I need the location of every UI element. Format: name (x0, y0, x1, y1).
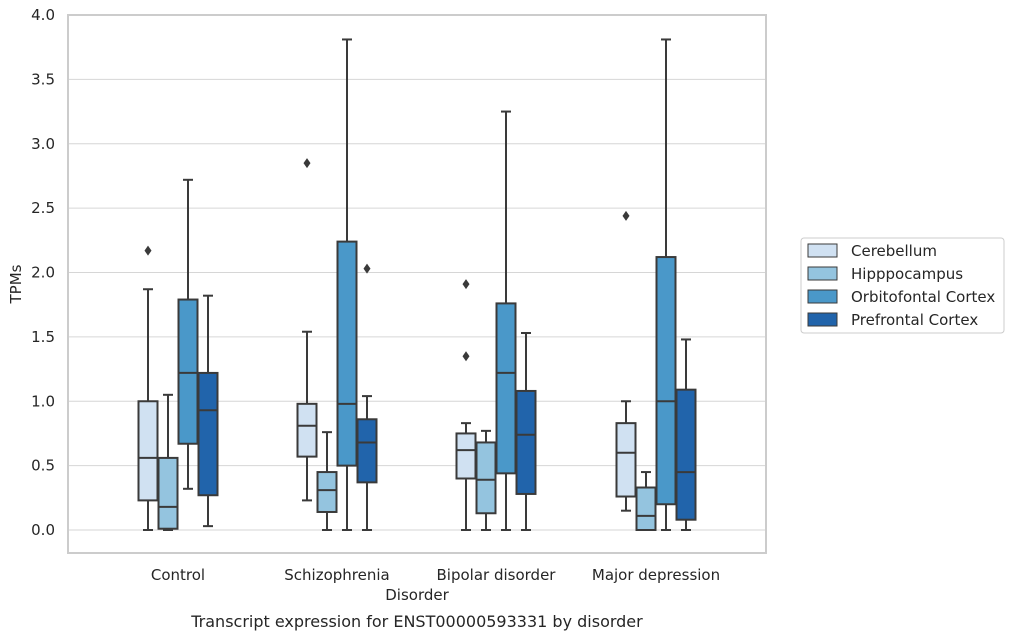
box-prefrontal-cortex-3 (515, 332, 537, 531)
box-iqr (515, 389, 537, 495)
x-axis-label: Disorder (385, 586, 449, 604)
y-tick-label: 3.5 (31, 70, 55, 88)
legend-swatch (807, 289, 838, 304)
y-axis-ticks: 0.0 0.5 1.0 1.5 2.0 2.5 3.0 3.5 4.0 (31, 6, 55, 539)
box-iqr (296, 402, 318, 458)
y-tick-label: 1.5 (31, 328, 55, 346)
box-iqr (495, 302, 517, 475)
box-iqr (655, 256, 677, 506)
plot-area-frame (67, 14, 767, 554)
y-tick-label: 0.0 (31, 521, 55, 539)
box-cerebellum-2 (296, 158, 318, 502)
legend-label: Orbitofontal Cortex (851, 288, 995, 306)
box-prefrontal-cortex-4 (675, 338, 697, 531)
legend-swatch (807, 243, 838, 258)
box-cerebellum-1 (137, 245, 159, 531)
box-prefrontal-cortex-2 (356, 263, 378, 531)
box-hipppocampus-1 (157, 393, 179, 531)
box-prefrontal-cortex-1 (197, 294, 219, 528)
outlier-point (303, 158, 311, 169)
box-iqr (455, 432, 477, 480)
outlier-point (462, 351, 470, 362)
box-cerebellum-4 (615, 210, 637, 512)
legend-swatch (807, 266, 838, 281)
box-iqr (635, 486, 657, 532)
box-iqr (675, 388, 697, 521)
box-cerebellum-3 (455, 279, 477, 531)
box-iqr (615, 422, 637, 498)
y-tick-label: 2.5 (31, 199, 55, 217)
box-hipppocampus-4 (635, 471, 657, 532)
legend-label: Hipppocampus (851, 265, 963, 283)
box-orbitofontal-cortex-4 (655, 38, 677, 531)
legend-label: Prefrontal Cortex (851, 311, 978, 329)
box-iqr (137, 400, 159, 502)
legend: Cerebellum Hipppocampus Orbitofontal Corte… (800, 237, 1005, 334)
legend-frame (800, 237, 1005, 334)
box-iqr (197, 371, 219, 497)
y-tick-label: 4.0 (31, 6, 55, 24)
box-hipppocampus-3 (475, 429, 497, 531)
box-iqr (475, 441, 497, 515)
box-orbitofontal-cortex-3 (495, 110, 517, 531)
box-iqr (316, 471, 338, 513)
x-tick-label: Schizophrenia (284, 566, 389, 584)
y-tick-label: 1.0 (31, 392, 55, 410)
x-tick-label: Control (151, 566, 205, 584)
boxes (137, 38, 697, 532)
y-tick-label: 3.0 (31, 135, 55, 153)
legend-swatch (807, 312, 838, 327)
box-orbitofontal-cortex-1 (177, 178, 199, 490)
y-tick-label: 0.5 (31, 457, 55, 475)
x-tick-label: Bipolar disorder (437, 566, 557, 584)
outlier-point (144, 245, 152, 256)
box-iqr (177, 298, 199, 445)
outlier-point (622, 210, 630, 221)
legend-label: Cerebellum (851, 242, 937, 260)
x-axis-ticks: Control Schizophrenia Bipolar disorder Majo… (151, 566, 720, 584)
box-iqr (336, 240, 358, 467)
y-tick-label: 2.0 (31, 264, 55, 282)
box-orbitofontal-cortex-2 (336, 38, 358, 531)
outlier-point (363, 263, 371, 274)
chart-caption: Transcript expression for ENST0000059333… (190, 612, 643, 631)
y-axis-label: TPMs (7, 264, 25, 304)
box-iqr (356, 418, 378, 484)
x-tick-label: Major depression (592, 566, 720, 584)
box-hipppocampus-2 (316, 431, 338, 531)
box-iqr (157, 456, 179, 530)
outlier-point (462, 279, 470, 290)
